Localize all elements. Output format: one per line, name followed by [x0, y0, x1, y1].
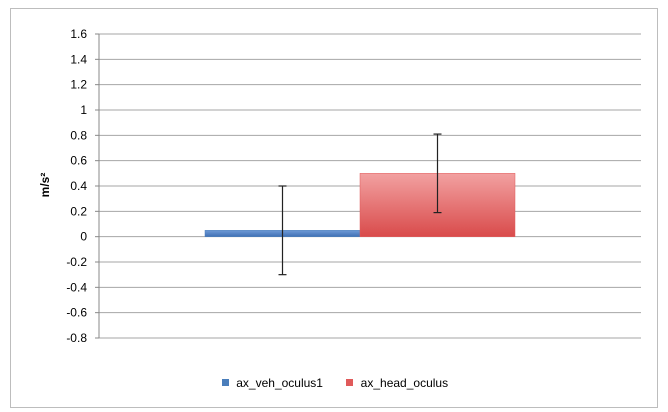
y-tick-label-4: 0.8 [70, 128, 87, 142]
legend-label-veh: ax_veh_oculus1 [236, 375, 323, 390]
bar-chart: 1.61.41.210.80.60.40.20-0.2-0.4-0.6-0.8 … [38, 27, 641, 345]
y-tick-label-0: 1.6 [70, 27, 87, 41]
y-tick-label-5: 0.6 [70, 154, 87, 168]
y-tick-label-6: 0.4 [70, 179, 87, 193]
legend-label-head: ax_head_oculus [360, 375, 449, 390]
y-tick-label-11: -0.6 [66, 306, 87, 320]
y-tick-label-9: -0.2 [66, 255, 87, 269]
legend: ax_veh_oculus1 ax_head_oculus [11, 375, 659, 390]
y-tick-label-1: 1.4 [70, 52, 87, 66]
y-axis-label: m/s² [38, 173, 52, 198]
y-tick-label-12: -0.8 [66, 331, 87, 345]
y-tick-label-2: 1.2 [70, 78, 87, 92]
y-tick-label-3: 1 [80, 103, 87, 117]
y-tick-label-8: 0 [80, 230, 87, 244]
legend-item-veh: ax_veh_oculus1 [221, 375, 323, 390]
y-tick-label-10: -0.4 [66, 280, 87, 294]
legend-item-head: ax_head_oculus [346, 375, 448, 390]
legend-swatch-head [346, 379, 354, 387]
chart-frame: 1.6 1.4 1.2 1 0.8 0.6 0.4 0.2 0 -0.2 -0.4 -0.6 -0.8 … [10, 8, 658, 408]
y-tick-label-7: 0.2 [70, 204, 87, 218]
legend-swatch-veh [221, 379, 229, 387]
